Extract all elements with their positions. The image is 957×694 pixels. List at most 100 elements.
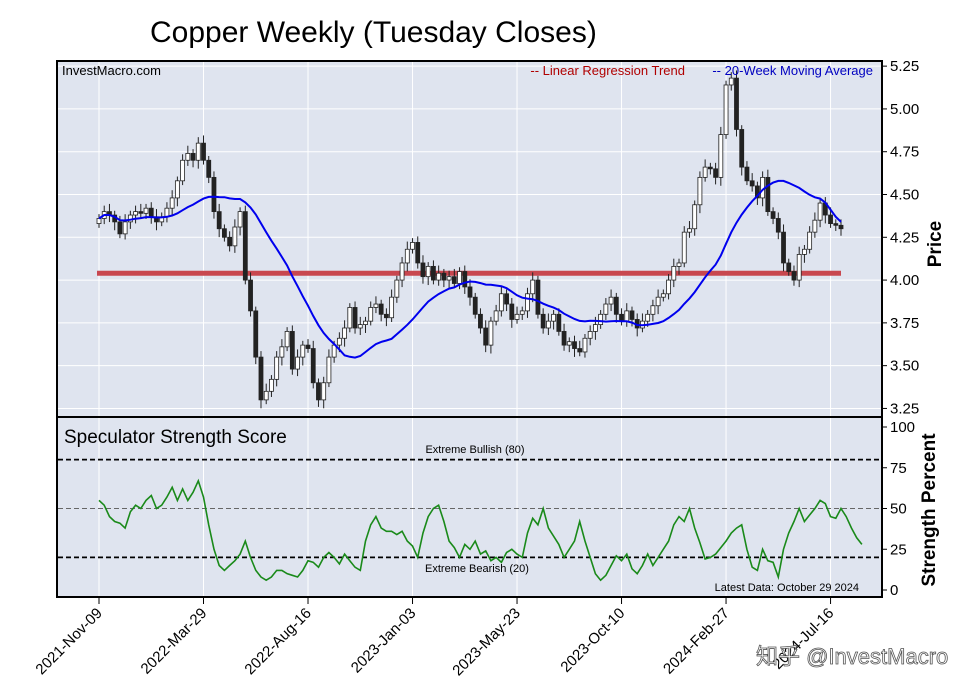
candle-body <box>723 84 729 135</box>
candle-body <box>666 279 671 295</box>
strength-tick-label: 50 <box>890 501 907 518</box>
source-label: InvestMacro.com <box>62 63 161 78</box>
candle-body <box>493 310 499 322</box>
candle-body <box>143 207 149 214</box>
candle-body <box>321 382 327 401</box>
price-axis-label: Price <box>925 221 946 267</box>
candle-body <box>802 248 807 255</box>
candle-body <box>519 310 525 315</box>
candle-body <box>770 211 776 219</box>
candle-body <box>206 159 212 178</box>
candle-body <box>530 279 536 295</box>
candle-body <box>467 286 473 298</box>
x-tick-label: 2023-Oct-10 <box>557 605 628 676</box>
extreme-bearish-label: Extreme Bearish (20) <box>425 563 529 575</box>
price-tick-label: 5.00 <box>890 101 919 118</box>
candle-body <box>289 331 295 370</box>
strength-tick-label: 75 <box>890 460 907 477</box>
candle-body <box>681 231 687 264</box>
candle-body <box>357 324 363 329</box>
candle-body <box>363 320 368 325</box>
candle-body <box>436 272 442 281</box>
candle-body <box>472 296 478 315</box>
candle-body <box>342 327 347 339</box>
candle-body <box>222 228 227 238</box>
candle-body <box>754 185 760 199</box>
candle-body <box>749 180 755 187</box>
strength-tick-label: 100 <box>890 419 915 436</box>
candle-body <box>316 382 321 401</box>
x-tick-label: 2024-Feb-27 <box>660 605 733 678</box>
candle-body <box>96 218 102 224</box>
candle-body <box>781 231 786 264</box>
candle-body <box>613 296 619 315</box>
candle-body <box>645 313 651 322</box>
candle-body <box>655 296 661 307</box>
candle-body <box>138 211 144 214</box>
price-tick-label: 4.75 <box>890 144 919 161</box>
candle-body <box>718 134 724 178</box>
candle-body <box>765 176 771 213</box>
candle-body <box>478 313 483 329</box>
candle-body <box>498 293 504 312</box>
watermark: 知乎 @InvestMacro <box>756 644 948 669</box>
candle-body <box>629 310 635 320</box>
candle-body <box>713 168 718 178</box>
candle-body <box>608 296 614 305</box>
candle-body <box>368 307 374 322</box>
candle-body <box>650 305 656 315</box>
price-tick-label: 4.25 <box>890 229 919 246</box>
candle-body <box>446 276 452 281</box>
candle-body <box>551 313 557 322</box>
strength-path <box>98 478 863 582</box>
candle-body <box>122 221 128 235</box>
candle-body <box>394 279 400 298</box>
candle-body <box>415 242 421 264</box>
strength-y-ticks: 100 75 50 25 0 <box>882 419 915 599</box>
candle-body <box>457 271 462 284</box>
x-ticks: 2021-Nov-09 2022-Mar-29 2022-Aug-16 2023-Ja… <box>32 598 837 679</box>
candle-body <box>796 254 802 281</box>
candle-body <box>190 153 196 161</box>
moving-average-path <box>98 179 842 359</box>
candle-body <box>671 265 677 281</box>
candle-body <box>441 272 447 281</box>
candle-body <box>425 265 431 278</box>
reference-lines <box>58 458 881 559</box>
candle-body <box>728 77 734 86</box>
candle-body <box>148 207 154 218</box>
moving-average-line <box>98 179 842 359</box>
candle-body <box>211 176 217 213</box>
candle-body <box>828 214 833 224</box>
candle-body <box>117 221 123 235</box>
candle-body <box>739 129 745 168</box>
candle-body <box>237 211 243 228</box>
strength-panel <box>56 416 883 598</box>
candle-body <box>326 356 332 384</box>
candle-body <box>263 390 269 401</box>
price-tick-label: 4.00 <box>890 272 919 289</box>
price-tick-label: 4.50 <box>890 187 919 204</box>
candle-body <box>389 296 395 319</box>
candle-body <box>227 236 233 247</box>
candle-body <box>582 337 588 353</box>
candle-body <box>509 303 515 320</box>
candle-body <box>174 180 180 199</box>
candle-body <box>347 307 353 329</box>
latest-data-note: Latest Data: October 29 2024 <box>715 582 859 594</box>
strength-axis-label: Strength Percent <box>919 433 940 587</box>
candle-body <box>336 337 342 346</box>
candle-body <box>378 303 384 315</box>
candle-body <box>545 320 551 329</box>
candle-body <box>697 176 703 206</box>
candle-body <box>169 197 175 209</box>
candle-body <box>598 313 604 325</box>
candle-body <box>786 262 792 272</box>
candle-body <box>232 226 238 247</box>
candle-body <box>838 224 844 230</box>
candle-body <box>561 331 567 346</box>
candle-body <box>242 211 248 281</box>
candle-body <box>258 356 264 401</box>
legend-regression: -- Linear Regression Trend <box>530 63 685 78</box>
strength-tick-label: 0 <box>890 582 898 599</box>
